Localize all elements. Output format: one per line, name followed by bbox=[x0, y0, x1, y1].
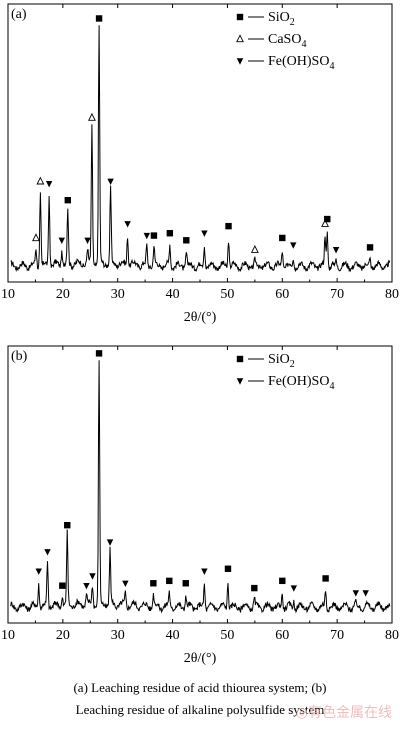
peak-marker-triangle-down-filled bbox=[58, 237, 65, 244]
x-tick-label: 80 bbox=[385, 287, 399, 302]
legend-label: CaSO4 bbox=[268, 32, 306, 50]
figure-caption-line-2: Leaching residue of alkaline polysulfide… bbox=[75, 702, 325, 717]
peak-marker-triangle-down-filled bbox=[332, 247, 340, 254]
peak-marker-square-filled bbox=[64, 196, 71, 204]
peak-marker-square-filled bbox=[251, 584, 258, 592]
peak-marker-square-filled bbox=[166, 577, 173, 585]
peak-marker-square-filled bbox=[182, 580, 189, 587]
peak-marker-triangle-open bbox=[36, 176, 45, 185]
legend-label: Fe(OH)SO4 bbox=[268, 54, 334, 72]
peak-marker-square-filled bbox=[150, 580, 157, 587]
peak-marker-triangle-down-filled bbox=[201, 568, 208, 575]
peak-marker-square-filled bbox=[64, 521, 71, 529]
legend-label: Fe(OH)SO4 bbox=[268, 374, 334, 392]
diffraction-pattern-line bbox=[10, 360, 391, 614]
chart-panel-b: 10 20 30 40 50 60 70 80 2θ/(°) (b) SiO2 Fe(OH)SO4 bbox=[1, 345, 399, 666]
peak-marker-triangle-down-filled bbox=[106, 539, 114, 546]
peak-marker-square-filled bbox=[322, 575, 329, 582]
peak-marker-square-filled bbox=[95, 350, 103, 357]
peak-marker-triangle-open bbox=[88, 112, 96, 121]
peak-marker-triangle-down-filled bbox=[122, 580, 129, 587]
peak-marker-square-filled bbox=[366, 244, 374, 251]
legend-marker-triangle-down-filled bbox=[236, 58, 244, 65]
x-tick-label: 60 bbox=[275, 628, 289, 643]
peak-marker-triangle-open bbox=[32, 233, 40, 242]
x-tick-label: 70 bbox=[330, 628, 344, 643]
legend-marker-triangle-down-filled bbox=[236, 378, 244, 385]
peak-marker-triangle-down-filled bbox=[89, 573, 96, 580]
peak-marker-triangle-down-filled bbox=[290, 585, 298, 592]
peak-marker-square-filled bbox=[279, 577, 286, 585]
peak-marker-triangle-down-filled bbox=[84, 237, 91, 244]
legend-marker-triangle-open bbox=[236, 34, 244, 43]
chart-panel-a: 10 20 30 40 50 60 70 80 2θ/(°) (a) SiO2 CaSO4 Fe(OH)… bbox=[1, 3, 399, 325]
x-tick-label: 80 bbox=[385, 628, 399, 643]
peak-marker-square-filled bbox=[95, 15, 103, 22]
peak-marker-triangle-down-filled bbox=[45, 180, 53, 188]
x-tick-label: 60 bbox=[275, 287, 289, 302]
x-tick-label: 50 bbox=[220, 287, 234, 302]
peak-marker-triangle-open bbox=[321, 219, 330, 227]
x-tick-label: 10 bbox=[1, 287, 15, 302]
panel-label: (b) bbox=[11, 349, 28, 364]
x-tick-label: 70 bbox=[330, 287, 344, 302]
peak-marker-square-filled bbox=[224, 565, 232, 572]
peak-marker-square-filled bbox=[225, 222, 232, 230]
legend-marker-square-filled bbox=[236, 355, 244, 363]
peak-marker-triangle-down-filled bbox=[362, 590, 369, 597]
peak-marker-triangle-down-filled bbox=[143, 232, 150, 240]
x-tick-label: 30 bbox=[111, 287, 125, 302]
peak-marker-triangle-down-filled bbox=[352, 590, 359, 597]
diffraction-pattern-line bbox=[10, 25, 391, 273]
peak-marker-square-filled bbox=[324, 215, 331, 223]
x-tick-label: 20 bbox=[56, 287, 70, 302]
x-axis-label: 2θ/(°) bbox=[184, 310, 217, 325]
peak-marker-triangle-down-filled bbox=[44, 549, 51, 556]
peak-marker-square-filled bbox=[183, 237, 190, 244]
x-tick-label: 50 bbox=[220, 628, 234, 643]
figure-caption-line-1: (a) Leaching residue of acid thiourea sy… bbox=[73, 680, 327, 695]
peak-marker-triangle-down-filled bbox=[107, 178, 114, 185]
peak-marker-square-filled bbox=[279, 234, 286, 242]
legend-marker-square-filled bbox=[236, 13, 244, 21]
peak-marker-triangle-down-filled bbox=[290, 242, 297, 249]
peak-marker-triangle-down-filled bbox=[201, 230, 208, 237]
x-tick-label: 20 bbox=[56, 628, 70, 643]
x-tick-label: 40 bbox=[166, 287, 180, 302]
plot-frame bbox=[7, 3, 393, 283]
peak-marker-triangle-open bbox=[250, 245, 259, 253]
x-tick-label: 30 bbox=[111, 628, 125, 643]
peak-marker-square-filled bbox=[150, 232, 158, 239]
watermark-logo: ◎有色金属在线 bbox=[295, 705, 392, 721]
x-tick-label: 40 bbox=[166, 628, 180, 643]
x-axis-label: 2θ/(°) bbox=[184, 651, 217, 666]
peak-marker-triangle-down-filled bbox=[83, 582, 90, 590]
legend-label: SiO2 bbox=[268, 352, 295, 370]
peak-marker-square-filled bbox=[59, 582, 66, 589]
peak-marker-triangle-down-filled bbox=[35, 568, 42, 575]
legend-label: SiO2 bbox=[268, 10, 295, 28]
peak-marker-triangle-down-filled bbox=[124, 221, 131, 228]
x-tick-label: 10 bbox=[1, 628, 15, 643]
panel-label: (a) bbox=[11, 7, 27, 22]
peak-marker-square-filled bbox=[166, 230, 174, 237]
